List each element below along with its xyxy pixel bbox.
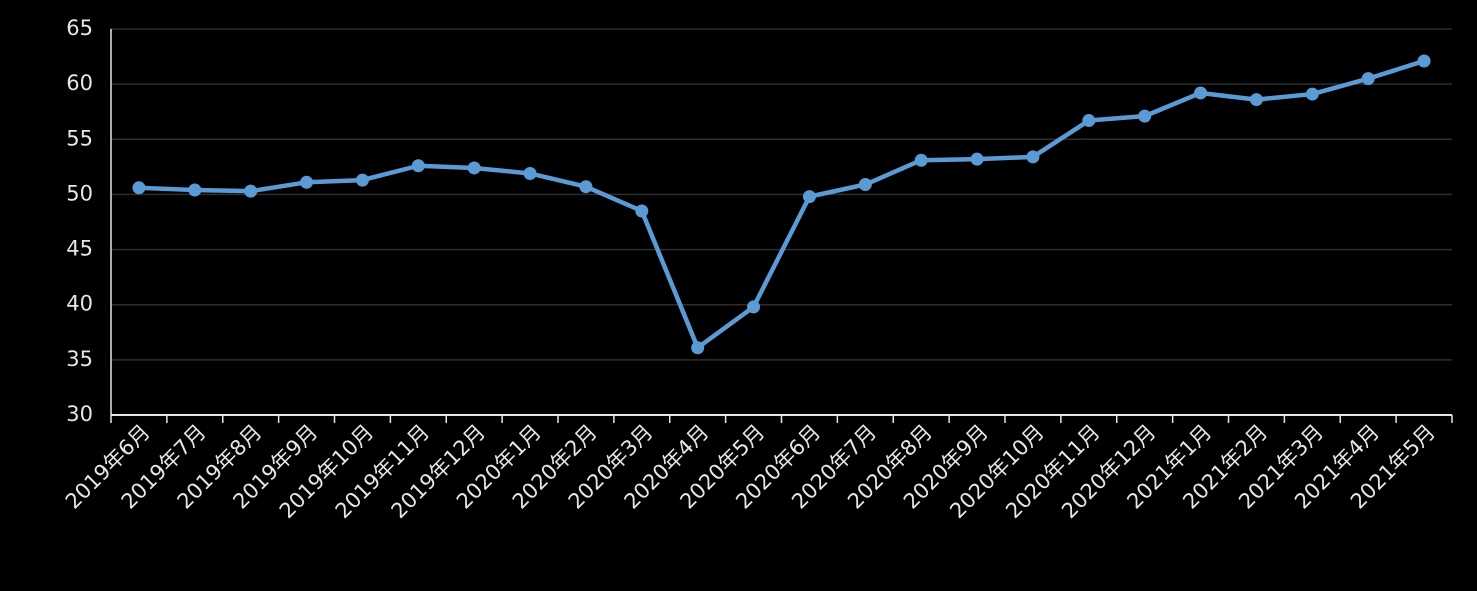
point bbox=[1249, 93, 1263, 107]
y-tick-label: 60 bbox=[66, 71, 93, 95]
point bbox=[1417, 54, 1431, 68]
point bbox=[300, 175, 314, 189]
point bbox=[1026, 150, 1040, 164]
series-line bbox=[138, 58, 1425, 350]
y-tick-label: 30 bbox=[66, 402, 93, 426]
y-tick-label: 55 bbox=[66, 126, 93, 150]
point bbox=[579, 180, 593, 194]
y-tick-label: 65 bbox=[66, 16, 93, 40]
point bbox=[802, 190, 816, 204]
point bbox=[1194, 86, 1208, 100]
point bbox=[1305, 87, 1319, 101]
y-tick-label: 50 bbox=[66, 181, 93, 205]
point bbox=[523, 166, 537, 180]
point bbox=[747, 300, 761, 314]
point bbox=[914, 153, 928, 167]
y-tick-label: 45 bbox=[66, 237, 93, 261]
point bbox=[411, 159, 425, 173]
point bbox=[970, 152, 984, 166]
point bbox=[132, 181, 146, 195]
point bbox=[1082, 114, 1096, 128]
y-tick-label: 35 bbox=[66, 347, 93, 371]
point bbox=[1138, 109, 1152, 123]
point bbox=[467, 161, 481, 175]
point bbox=[691, 341, 705, 355]
point bbox=[244, 184, 258, 198]
point bbox=[355, 173, 369, 187]
point bbox=[858, 178, 872, 192]
point bbox=[188, 183, 202, 197]
point bbox=[1361, 72, 1375, 86]
y-tick-label: 40 bbox=[66, 292, 93, 316]
point bbox=[635, 204, 649, 218]
